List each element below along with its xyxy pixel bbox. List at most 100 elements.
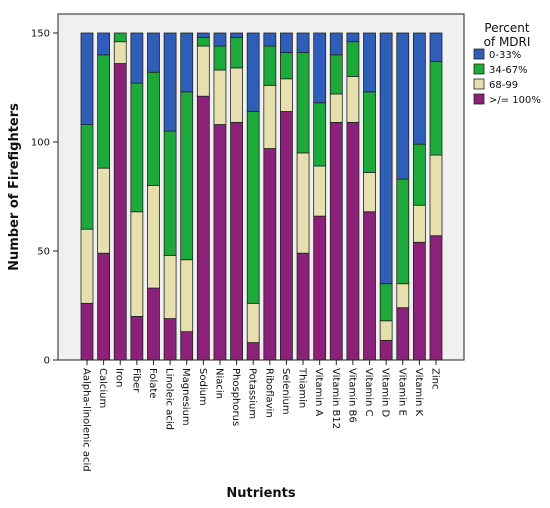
- bar-segment: [412, 143, 426, 206]
- bar-segment: [329, 54, 343, 95]
- bar-segment: [296, 252, 310, 361]
- bar-segment: [97, 32, 111, 56]
- bar-segment: [246, 32, 260, 112]
- bar-segment: [130, 315, 144, 361]
- bar-segment: [313, 32, 327, 104]
- bar-segment: [412, 32, 426, 145]
- legend-swatch: [473, 48, 485, 60]
- bar-segment: [163, 130, 177, 256]
- bar-segment: [230, 121, 243, 361]
- bar-segment: [363, 211, 376, 361]
- x-tick-label: Aalpha-linolenic acid: [81, 368, 92, 472]
- x-tick-label: Niacin: [213, 368, 224, 399]
- y-tick-label: 0: [44, 356, 50, 367]
- legend-swatch: [473, 78, 485, 90]
- y-axis-title: Number of Firefighters: [7, 103, 22, 271]
- bar-segment: [230, 67, 243, 123]
- bar-segment: [379, 32, 393, 285]
- y-tick-label: 100: [31, 138, 50, 149]
- bar-segment: [147, 71, 160, 186]
- bar-segment: [230, 36, 243, 69]
- bar-segment: [363, 172, 376, 213]
- bar-segment: [230, 32, 243, 38]
- bar-segment: [296, 52, 310, 154]
- bar-segment: [97, 167, 111, 254]
- bar-segment: [246, 342, 260, 361]
- bars-layer: [80, 32, 443, 361]
- legend-label: 68-99: [489, 80, 518, 91]
- legend-title: of MDRI: [484, 35, 531, 49]
- bar-segment: [180, 331, 194, 361]
- bar-segment: [180, 259, 194, 333]
- bar-segment: [263, 148, 277, 361]
- x-tick-label: Vitamin K: [413, 368, 424, 416]
- bar-segment: [246, 111, 260, 304]
- bar-segment: [396, 283, 410, 309]
- x-tick-label: Potassium: [247, 368, 258, 419]
- bar-segment: [213, 32, 227, 47]
- bar-segment: [196, 32, 210, 38]
- bar-segment: [280, 32, 293, 54]
- bar-segment: [280, 111, 293, 361]
- bar-segment: [379, 283, 393, 322]
- bar-segment: [147, 185, 160, 289]
- x-axis: Aalpha-linolenic acid Calcium Iron Fiber Fol…: [58, 359, 464, 472]
- bar-segment: [280, 52, 293, 80]
- bar-segment: [363, 91, 376, 173]
- bar-segment: [396, 32, 410, 180]
- bar-segment: [396, 178, 410, 285]
- y-axis: 0 50 100 150: [31, 14, 59, 367]
- y-tick-label: 150: [31, 29, 50, 40]
- legend-label: >/= 100%: [489, 95, 541, 106]
- x-tick-label: Vitamin B12: [330, 368, 341, 429]
- bar-segment: [263, 32, 277, 47]
- x-tick-label: Calcium: [97, 368, 108, 408]
- x-tick-label: Vitamin A: [313, 368, 324, 416]
- bar-segment: [196, 95, 210, 361]
- x-tick-label: Thiamin: [297, 367, 308, 408]
- x-tick-label: Sodium: [197, 368, 208, 406]
- bar-segment: [130, 211, 144, 317]
- bar-segment: [130, 82, 144, 213]
- legend-label: 0-33%: [489, 50, 521, 61]
- bar-segment: [296, 32, 310, 54]
- x-tick-label: Vitamin D: [380, 368, 391, 417]
- bar-segment: [97, 252, 111, 361]
- bar-segment: [263, 84, 277, 149]
- x-tick-label: Vitamin C: [363, 368, 374, 416]
- y-tick-label: 50: [37, 247, 50, 258]
- bar-segment: [80, 124, 94, 230]
- bar-segment: [379, 320, 393, 341]
- bar-segment: [213, 124, 227, 361]
- bar-segment: [346, 32, 360, 43]
- bar-segment: [329, 93, 343, 123]
- bar-segment: [213, 45, 227, 71]
- x-tick-label: Riboflavin: [263, 368, 274, 418]
- bar-segment: [429, 235, 443, 361]
- bar-segment: [163, 318, 177, 361]
- legend-swatch: [473, 63, 485, 75]
- legend-title: Percent: [484, 21, 529, 35]
- x-tick-label: Selenium: [280, 368, 291, 415]
- bar-segment: [147, 32, 160, 73]
- bar-segment: [429, 32, 443, 62]
- bar-segment: [429, 154, 443, 237]
- x-axis-title: Nutrients: [226, 486, 296, 501]
- x-tick-label: Magnesium: [180, 368, 191, 426]
- bar-segment: [113, 32, 127, 43]
- bar-segment: [97, 54, 111, 169]
- x-tick-label: Fiber: [130, 368, 141, 393]
- bar-segment: [280, 78, 293, 112]
- bar-segment: [113, 41, 127, 64]
- bar-segment: [412, 241, 426, 361]
- bar-segment: [130, 32, 144, 84]
- bar-segment: [163, 254, 177, 319]
- x-tick-label: Iron: [114, 368, 125, 387]
- legend-label: 34-67%: [489, 65, 528, 76]
- bar-segment: [329, 121, 343, 361]
- bar-segment: [412, 204, 426, 243]
- bar-segment: [263, 45, 277, 86]
